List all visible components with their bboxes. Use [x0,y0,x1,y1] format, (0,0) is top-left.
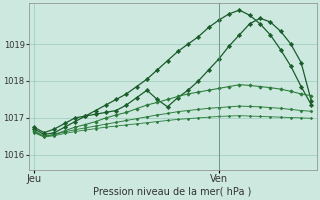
X-axis label: Pression niveau de la mer( hPa ): Pression niveau de la mer( hPa ) [93,187,252,197]
